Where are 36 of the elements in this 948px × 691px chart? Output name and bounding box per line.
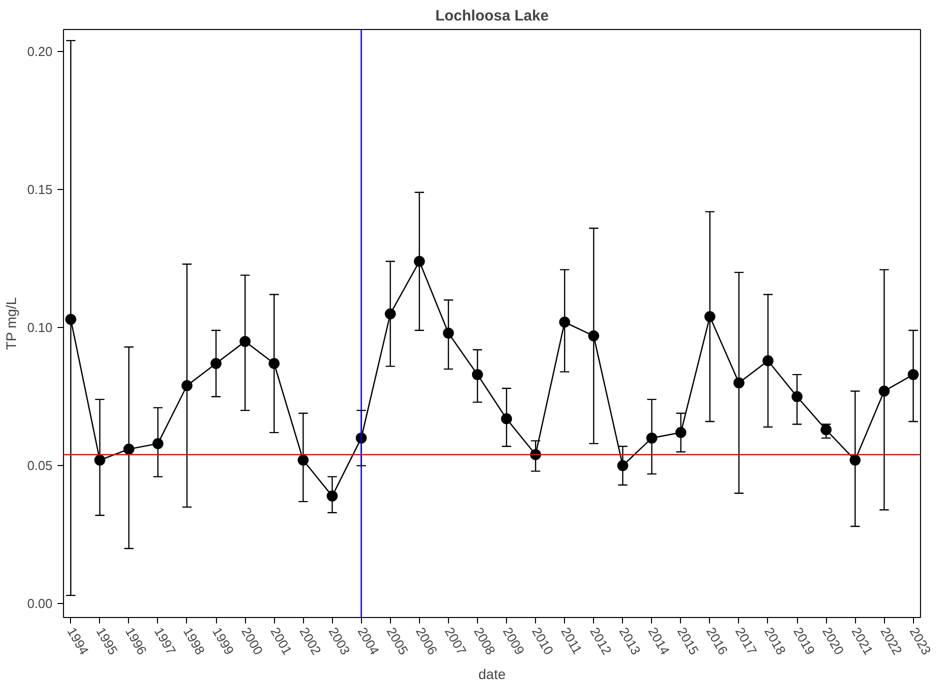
point [733, 377, 744, 388]
point [559, 316, 570, 328]
point [472, 369, 483, 380]
point [94, 454, 106, 466]
chart-title: Lochloosa Lake [435, 8, 549, 24]
y-tick-label: 0.15 [27, 182, 53, 198]
point [326, 490, 338, 502]
y-tick-label: 0.05 [27, 458, 53, 474]
point [152, 438, 164, 450]
point [820, 424, 832, 436]
point [442, 328, 454, 339]
y-tick-label: 0.10 [27, 320, 53, 336]
point [268, 358, 280, 370]
point [675, 427, 686, 438]
y-tick-label: 0.20 [27, 44, 53, 60]
point [646, 432, 658, 444]
point [210, 358, 222, 370]
point [414, 256, 425, 267]
point [792, 391, 803, 402]
point [908, 369, 919, 380]
point [704, 311, 716, 322]
point [240, 336, 251, 347]
point [181, 380, 192, 392]
point [762, 355, 774, 366]
y-tick-label: 0.00 [27, 596, 53, 612]
point [384, 308, 396, 320]
y-axis-title: TP mg/L [3, 297, 20, 350]
point [588, 330, 600, 342]
point [65, 314, 76, 325]
point [298, 454, 309, 466]
x-axis-title: date [478, 666, 506, 682]
point [850, 454, 861, 466]
point [617, 460, 628, 472]
point [878, 386, 890, 397]
point [123, 444, 134, 455]
point [501, 413, 512, 424]
